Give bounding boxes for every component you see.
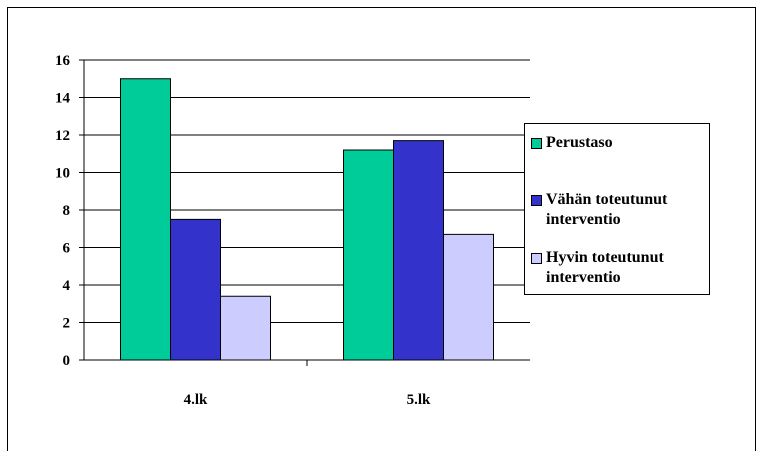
- y-tick-labels: 0 2 4 6 8 10 12 14 16: [55, 53, 84, 369]
- y-tick-label: 12: [55, 128, 70, 144]
- legend: Perustaso Vähän toteutunut interventio H…: [524, 123, 710, 295]
- legend-label: Vähän toteutunut interventio: [546, 191, 668, 228]
- bar: [120, 78, 171, 361]
- legend-swatch: [531, 138, 542, 149]
- x-tick-labels: 4.lk 5.lk: [184, 360, 431, 408]
- legend-label: Hyvin toteutunut interventio: [546, 249, 664, 286]
- y-tick-label: 2: [63, 316, 71, 332]
- legend-item-vahan: Vähän toteutunut interventio: [531, 190, 706, 230]
- y-tick-label: 8: [63, 203, 71, 219]
- x-tick-label: 5.lk: [407, 392, 431, 408]
- bars: [120, 78, 494, 361]
- y-tick-label: 10: [55, 166, 70, 182]
- y-tick-label: 16: [55, 53, 71, 69]
- legend-item-hyvin: Hyvin toteutunut interventio: [531, 248, 706, 288]
- bar: [343, 149, 394, 361]
- y-tick-label: 14: [55, 91, 71, 107]
- chart-frame: [7, 7, 756, 451]
- legend-swatch: [531, 253, 542, 264]
- y-tick-label: 0: [63, 353, 71, 369]
- y-tick-label: 4: [63, 278, 71, 294]
- bar: [170, 218, 221, 361]
- y-tick-label: 6: [63, 241, 71, 257]
- bar: [393, 140, 444, 361]
- legend-label: Perustaso: [546, 134, 613, 151]
- bar: [443, 233, 494, 361]
- x-tick-label: 4.lk: [184, 392, 208, 408]
- legend-item-perustaso: Perustaso: [531, 133, 706, 153]
- legend-swatch: [531, 195, 542, 206]
- bar: [220, 295, 271, 361]
